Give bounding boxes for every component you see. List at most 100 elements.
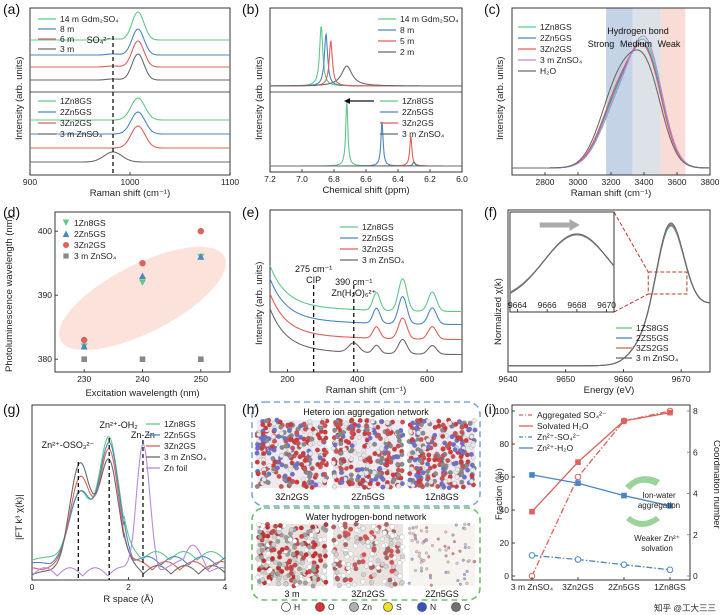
panel-h-atom xyxy=(465,569,469,573)
panel-h-atom xyxy=(348,526,354,532)
panel-h-bottom-label: 3 m xyxy=(284,589,299,599)
panel-c-region-label: Medium xyxy=(620,39,652,49)
panel-h-atom xyxy=(389,560,395,565)
panel-c-region-label: Strong xyxy=(588,39,615,49)
panel-h-atom xyxy=(310,426,316,432)
panel-h-atom xyxy=(275,539,281,544)
panel-h-atom xyxy=(287,466,293,472)
panel-h-atom xyxy=(343,577,349,582)
panel-h-atom xyxy=(375,558,381,564)
panel-h-atom xyxy=(376,432,381,438)
panel-h-atom xyxy=(392,581,398,587)
panel-h-atom xyxy=(288,422,294,427)
panel-h-atom xyxy=(292,556,298,562)
panel-h-atom xyxy=(467,559,471,563)
panel-h-atom xyxy=(362,458,368,464)
panel-b-legend-top-label: 5 m xyxy=(400,36,414,46)
panel-h-atom xyxy=(420,430,426,436)
panel-h-atom xyxy=(299,560,305,566)
panel-h-atom xyxy=(279,430,284,436)
panel-h-atom xyxy=(348,424,354,429)
panel-h-atom xyxy=(384,548,390,554)
panel-i-arrow-down xyxy=(626,516,660,527)
panel-h-atom xyxy=(346,440,352,446)
panel-h-atom xyxy=(306,539,312,544)
panel-f-ylabel: Normalized χ(k) xyxy=(493,278,504,345)
panel-h-atom xyxy=(254,459,260,465)
panel-h-atom xyxy=(341,430,346,435)
panel-h-atom xyxy=(470,467,476,473)
panel-h-atom xyxy=(448,470,453,476)
panel-h-atom xyxy=(315,432,321,438)
panel-h-atom xyxy=(338,441,344,447)
panel-h-atom xyxy=(455,435,461,441)
panel-f-x-tick-label: 9670 xyxy=(672,374,691,384)
panel-h-atom xyxy=(313,551,318,556)
panel-h-atom xyxy=(271,534,277,540)
panel-h-atom xyxy=(356,452,362,458)
panel-h-atom xyxy=(277,554,283,560)
panel-h-atom xyxy=(341,458,347,464)
panel-h-atom xyxy=(283,463,289,469)
panel-h-atom xyxy=(356,428,361,434)
panel-i-annotation: Weaker Zn²⁺ xyxy=(634,534,680,543)
panel-h-atom xyxy=(279,569,285,574)
panel-i-marker xyxy=(667,409,673,416)
panel-h-atom xyxy=(458,582,462,586)
panel-h-atom xyxy=(463,545,467,549)
panel-c-legend-label: 2Zn5GS xyxy=(540,33,572,43)
panel-h-atom xyxy=(307,569,312,574)
panel-h-atom xyxy=(448,449,453,455)
panel-h-atom xyxy=(333,449,339,454)
panel-h-atom xyxy=(342,447,348,452)
panel-b-legend-bottom-label: 3Zn2GS xyxy=(402,118,434,128)
panel-h-atom xyxy=(307,557,313,563)
panel-c-region-weak xyxy=(660,8,686,175)
panel-h-atom xyxy=(415,525,419,529)
panel-h-atom xyxy=(331,537,337,543)
panel-h-atom xyxy=(427,555,431,559)
panel-f-frame xyxy=(507,209,711,373)
panel-i-marker xyxy=(529,508,535,515)
panel-h-atom xyxy=(317,455,323,461)
panel-b-ylabel: Intensity (arb. units) xyxy=(254,57,265,140)
panel-b-x-tick-label: 6.6 xyxy=(360,174,372,184)
panel-b-legend-bottom-label: 3 m ZnSO₄ xyxy=(402,129,445,139)
panel-h-atom xyxy=(303,426,308,432)
panel-h-atom xyxy=(365,544,371,549)
panel-b-top-series xyxy=(270,65,462,87)
panel-d-legend-marker xyxy=(63,253,69,259)
panel-g-legend-label: 2Zn5GS xyxy=(164,430,196,440)
panel-h-atom xyxy=(255,471,261,477)
panel-h-atom xyxy=(455,561,459,565)
panel-a-legend-top-label: 6 m xyxy=(60,34,74,44)
panel-h-atom xyxy=(257,542,263,548)
panel-h-atom xyxy=(473,559,477,563)
panel-h-atom xyxy=(435,484,441,489)
panel-h-atom xyxy=(360,478,366,483)
panel-h-atom xyxy=(440,453,446,459)
panel-h-atom-legend-label: Zn xyxy=(362,602,372,612)
panel-h-atom xyxy=(287,558,293,564)
panel-h-atom xyxy=(353,521,359,527)
panel-h-atom xyxy=(424,482,430,488)
panel-h-atom xyxy=(385,450,391,456)
panel-h-atom xyxy=(381,543,386,549)
panel-h-atom xyxy=(420,566,424,570)
panel-a-top-series xyxy=(30,53,230,81)
panel-h-atom xyxy=(431,543,435,547)
panel-h-atom xyxy=(416,540,420,544)
panel-i-marker xyxy=(528,552,536,559)
panel-h-atom xyxy=(421,418,427,424)
panel-e-x-tick-label: 600 xyxy=(420,374,434,384)
panel-h-atom xyxy=(282,473,288,479)
panel-f-x-tick-label: 9640 xyxy=(499,374,518,384)
panel-h-atom xyxy=(439,481,445,487)
panel-h-atom xyxy=(318,537,324,543)
panel-a-legend-top-label: 8 m xyxy=(60,24,74,34)
panel-h-atom xyxy=(374,527,379,532)
panel-h-atom xyxy=(452,447,458,453)
panel-h-bottom-label: 2Zn5GS xyxy=(425,589,459,599)
panel-h-atom xyxy=(287,537,293,542)
panel-g-x-tick-label: 4 xyxy=(223,582,228,592)
